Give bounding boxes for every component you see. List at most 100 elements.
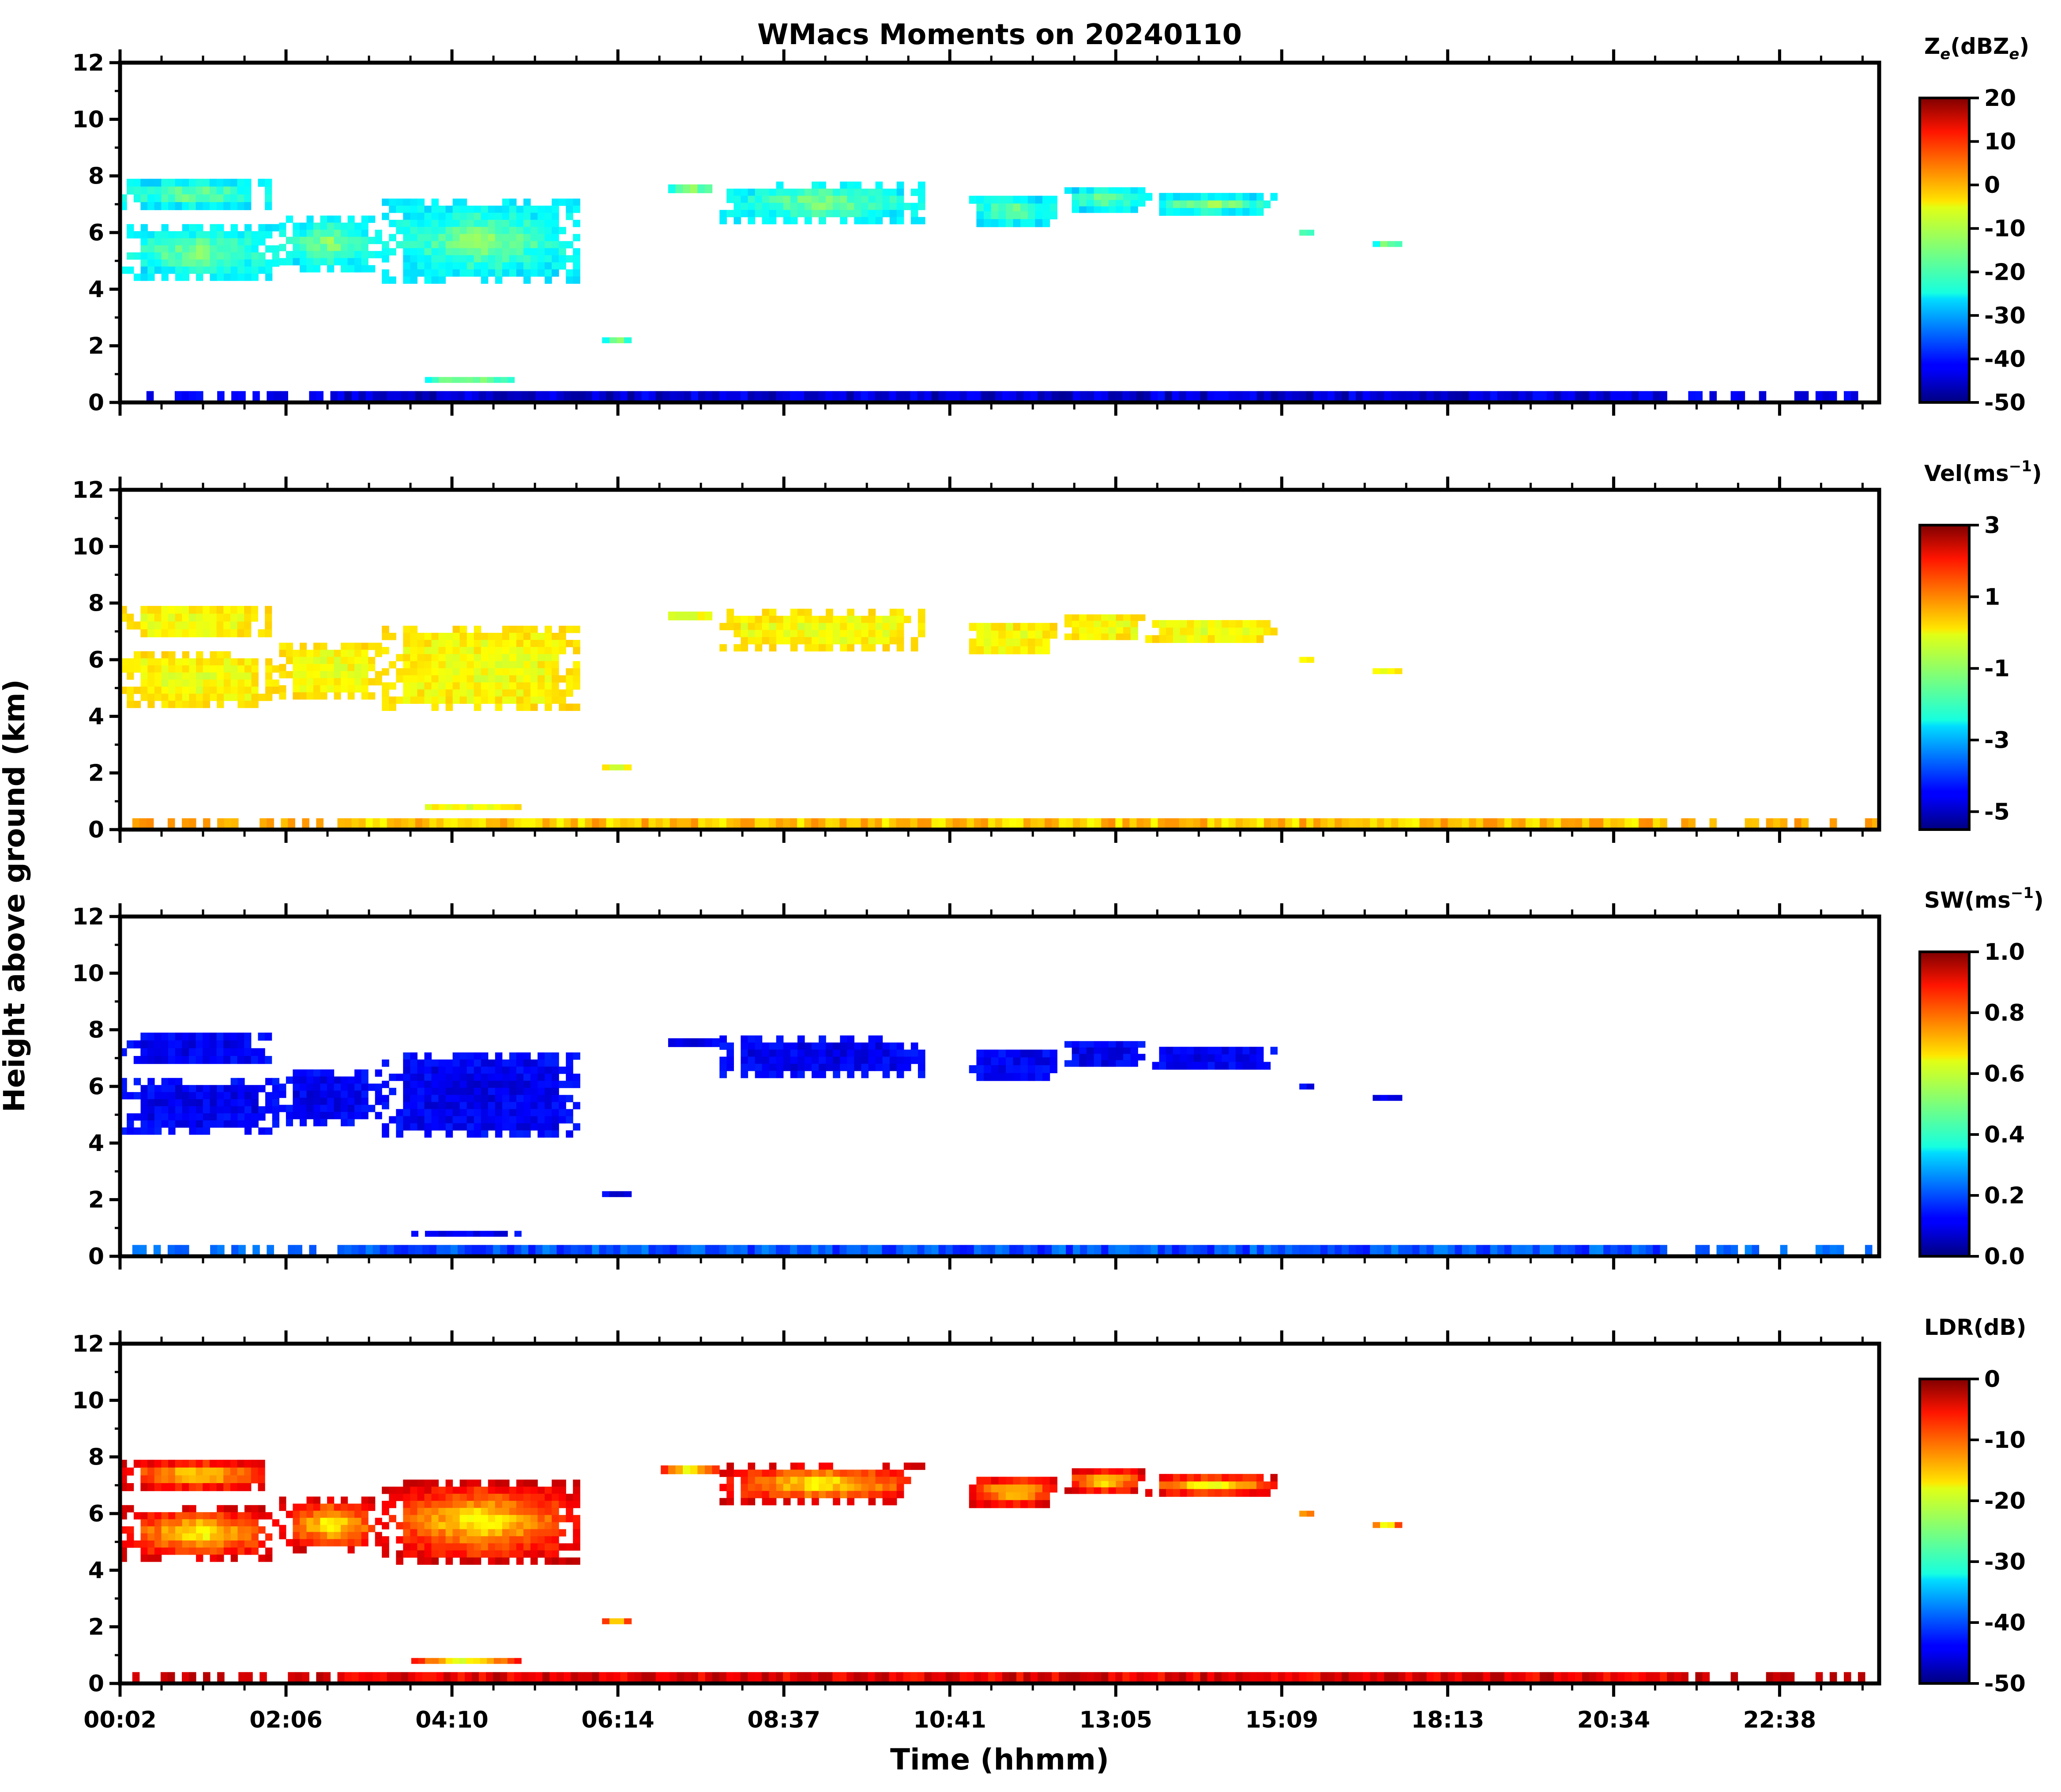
echo-cell (741, 1476, 748, 1484)
echo-cell (189, 818, 196, 829)
echo-cell (161, 202, 169, 210)
echo-cell (559, 1067, 566, 1074)
echo-cell (538, 640, 545, 647)
echo-cell (903, 1462, 911, 1470)
echo-cell (382, 255, 389, 263)
echo-cell (147, 1113, 155, 1121)
echo-cell (1263, 627, 1271, 635)
echo-cell (168, 1467, 176, 1476)
echo-cell (847, 188, 854, 196)
echo-cell (354, 1503, 362, 1511)
echo-cell (847, 616, 854, 624)
echo-cell (755, 630, 763, 638)
echo-cell (882, 1245, 889, 1255)
colorbar-tick-label: 0 (1984, 172, 2000, 199)
echo-cell (452, 1508, 460, 1515)
echo-cell (396, 1123, 403, 1131)
echo-cell (189, 1672, 196, 1683)
echo-cell (466, 1515, 474, 1522)
echo-cell (1215, 1489, 1222, 1497)
echo-cell (826, 1056, 833, 1064)
echo-cell (334, 222, 341, 230)
echo-cell (847, 203, 854, 210)
echo-cell (182, 679, 189, 687)
echo-cell (1143, 1245, 1151, 1255)
echo-cell (545, 1102, 552, 1109)
echo-cell (530, 1059, 538, 1067)
echo-cell (552, 633, 559, 640)
echo-cell (1249, 635, 1257, 643)
echo-cell (1377, 391, 1384, 402)
echo-cell (545, 1116, 552, 1123)
echo-cell (452, 1088, 460, 1095)
echo-cell (805, 644, 812, 652)
echo-cell (375, 229, 382, 237)
echo-cell (762, 210, 770, 218)
echo-cell (210, 651, 217, 659)
echo-cell (445, 377, 453, 383)
echo-cell (237, 665, 245, 673)
echo-cell (655, 391, 663, 402)
echo-cell (354, 657, 362, 665)
echo-cell (300, 678, 307, 686)
echo-cell (566, 1081, 573, 1088)
echo-cell (854, 1245, 861, 1255)
echo-cell (230, 1099, 238, 1107)
echo-cell (279, 1105, 286, 1112)
echo-cell (417, 1543, 425, 1551)
echo-cell (445, 675, 453, 683)
echo-cell (889, 1484, 897, 1491)
echo-cell (251, 687, 259, 694)
echo-cell (481, 696, 489, 704)
echo-cell (542, 818, 550, 829)
echo-cell (424, 647, 432, 654)
echo-cell (1049, 1476, 1057, 1485)
echo-cell (403, 1116, 410, 1123)
echo-cell (474, 675, 481, 683)
echo-cell (380, 818, 387, 829)
echo-cell (566, 682, 573, 690)
echo-cell (203, 621, 210, 630)
echo-cell (161, 1548, 169, 1555)
echo-cell (875, 1042, 883, 1050)
echo-cell (1215, 627, 1222, 635)
echo-cell (1256, 620, 1264, 628)
echo-cell (244, 606, 252, 614)
echo-cell (431, 213, 439, 220)
echo-cell (251, 1048, 258, 1056)
echo-cell (481, 1508, 489, 1515)
echo-cell (984, 1484, 992, 1493)
echo-cell (889, 210, 897, 218)
echo-cell (1123, 1041, 1131, 1048)
echo-cell (288, 818, 295, 829)
echo-cell (1064, 187, 1072, 194)
echo-cell (127, 1113, 134, 1121)
echo-cell (882, 1042, 890, 1050)
echo-cell (545, 1550, 552, 1558)
echo-cell (223, 1085, 231, 1093)
echo-cell (445, 1102, 453, 1109)
echo-cell (812, 1049, 819, 1057)
echo-cell (389, 696, 396, 704)
echo-cell (267, 1245, 274, 1255)
echo-cell (847, 609, 854, 616)
echo-cell (127, 179, 134, 187)
echo-cell (573, 269, 580, 277)
echo-cell (1235, 1481, 1243, 1489)
echo-cell (372, 1245, 380, 1255)
echo-cell (459, 668, 467, 676)
echo-cell (382, 1543, 389, 1551)
echo-cell (868, 1672, 875, 1683)
echo-cell (1038, 391, 1045, 402)
echo-cell (445, 213, 453, 220)
echo-cell (361, 650, 369, 657)
echo-cell (1730, 1672, 1738, 1683)
echo-cell (481, 654, 489, 661)
echo-cell (1159, 208, 1166, 216)
echo-cell (1709, 391, 1717, 402)
echo-cell (1242, 1672, 1250, 1683)
echo-cell (846, 1672, 854, 1683)
echo-cell (251, 245, 259, 253)
echo-cell (189, 1483, 196, 1491)
echo-cell (868, 1049, 876, 1057)
